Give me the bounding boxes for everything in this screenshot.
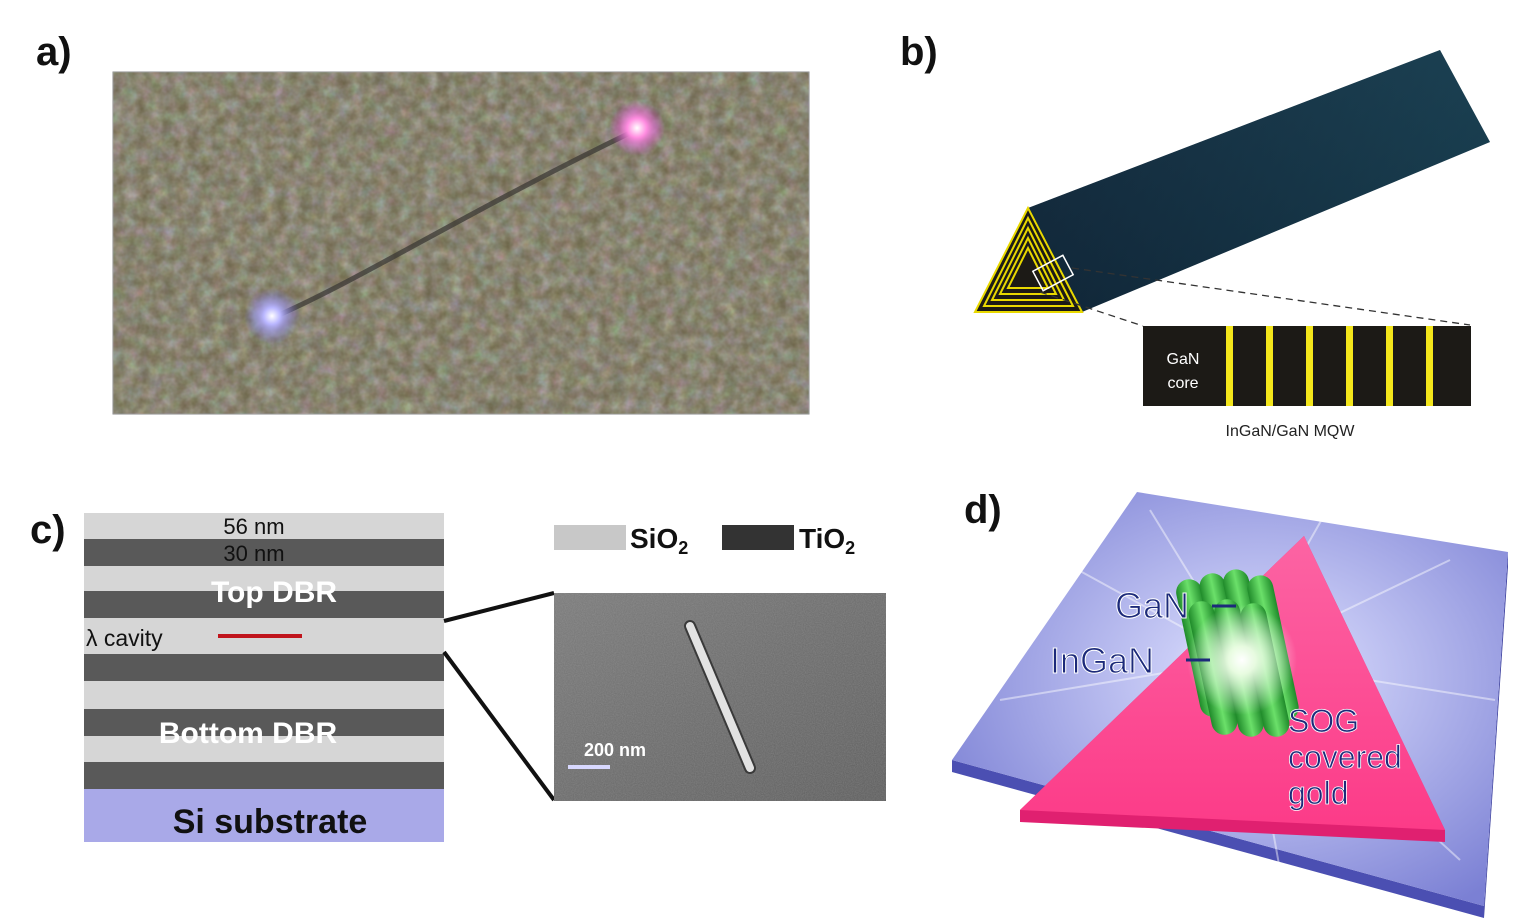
- zoom-line-lower: [442, 650, 556, 802]
- scale-bar-label: 200 nm: [584, 740, 646, 760]
- tio2-layer: [84, 762, 444, 789]
- tio2-layer: [84, 709, 444, 736]
- rod-shade: [1028, 50, 1490, 312]
- quantum-well-stripe: [1306, 326, 1313, 406]
- sio2-layer: [84, 681, 444, 709]
- panel-label-d: d): [964, 488, 1002, 532]
- sog-label-line2: covered: [1288, 739, 1402, 775]
- zoom-box: [1031, 254, 1075, 292]
- panel-label-a: a): [36, 30, 72, 74]
- pink-emission-spot: [609, 100, 665, 156]
- dbr-layer-stack: [84, 513, 444, 842]
- zoom-line-lower: [1039, 291, 1144, 327]
- sio2-layer: [84, 566, 444, 591]
- quantum-well-stripes: [1226, 326, 1433, 406]
- sog-label-line3: gold: [1288, 775, 1349, 811]
- zoom-line-upper: [443, 591, 555, 623]
- gan-label: GaN: [1115, 585, 1189, 626]
- quantum-well-stripe: [1266, 326, 1273, 406]
- sog-label-line1: SOG: [1288, 703, 1359, 739]
- dbr-cavity-panel-c: 56 nm 30 nm Top DBR λ cavity Bottom DBR …: [84, 513, 886, 842]
- nanowire: [686, 622, 754, 772]
- sio2-layer: [84, 513, 444, 539]
- quantum-well-stripe: [1226, 326, 1233, 406]
- si-substrate-layer: [84, 789, 444, 842]
- tio2-layer: [84, 654, 444, 681]
- legend-label-tio2: TiO2: [799, 523, 855, 558]
- tio2-layer: [84, 591, 444, 618]
- top-dbr-label: Top DBR: [211, 576, 337, 609]
- sio2-layer: [84, 736, 444, 762]
- legend-swatch-tio2: [722, 525, 794, 550]
- panel-label-c: c): [30, 508, 66, 552]
- nanowire-schematic-panel-b: GaN core InGaN/GaN MQW: [973, 50, 1490, 440]
- tio2-layer: [84, 539, 444, 566]
- gan-core-label-line1: GaN: [1167, 351, 1200, 368]
- thickness-label-30nm: 30 nm: [223, 541, 284, 566]
- micrograph-panel-a: [112, 71, 810, 415]
- thickness-label-56nm: 56 nm: [223, 514, 284, 539]
- nanorod-panel-d: GaN InGaN SOG covered gold: [952, 492, 1508, 918]
- quantum-well-stripe: [1386, 326, 1393, 406]
- emission-glow: [1187, 605, 1297, 715]
- bottom-dbr-label: Bottom DBR: [159, 717, 338, 750]
- blue-emission-spot: [244, 288, 300, 344]
- micrograph-texture: [113, 72, 809, 414]
- gan-core-label-line2: core: [1167, 375, 1198, 392]
- zoom-line-upper: [1071, 267, 1471, 326]
- mqw-caption: InGaN/GaN MQW: [1226, 423, 1356, 440]
- ingan-label: InGaN: [1050, 640, 1154, 681]
- nanowire-shadow: [271, 127, 638, 321]
- panel-label-b: b): [900, 30, 938, 74]
- quantum-well-stripe: [1426, 326, 1433, 406]
- slab-right-side: [1484, 552, 1508, 918]
- substrate-label: Si substrate: [173, 803, 368, 841]
- cavity-label: λ cavity: [86, 625, 163, 651]
- legend-label-sio2: SiO2: [630, 523, 688, 558]
- legend-swatch-sio2: [554, 525, 626, 550]
- quantum-well-stripe: [1346, 326, 1353, 406]
